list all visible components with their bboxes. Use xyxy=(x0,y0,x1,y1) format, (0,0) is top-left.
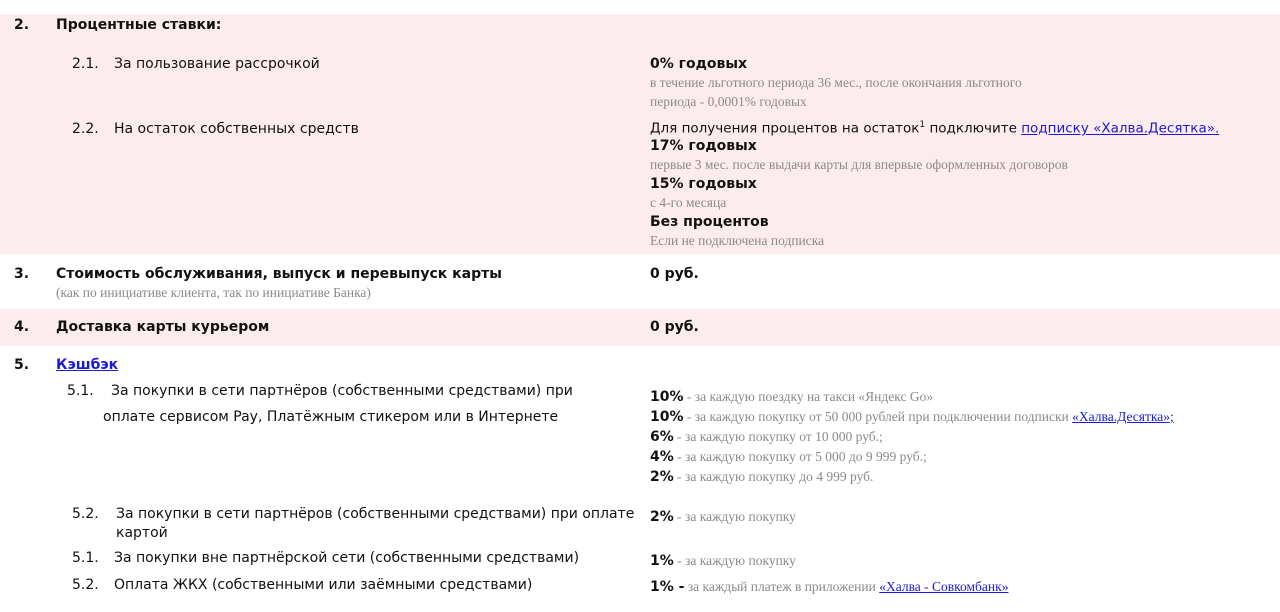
intro-text-2: подключите xyxy=(925,120,1022,137)
item-label: За покупки в сети партнёров (собственным… xyxy=(116,506,635,522)
cashback-row: 6% - за каждую покупку от 10 000 руб.; xyxy=(650,426,883,445)
intro-text: Для получения процентов на остаток xyxy=(650,120,920,137)
item-label: Оплата ЖКХ (собственными или заёмными ср… xyxy=(114,577,533,593)
cashback-row: 2% - за каждую покупку до 4 999 руб. xyxy=(650,466,873,485)
rate-note: с 4-го месяца xyxy=(650,195,727,210)
cashback-percent: 6% xyxy=(650,429,674,445)
cashback-percent: 1% xyxy=(650,553,674,569)
section-number: 4. xyxy=(14,319,30,335)
section-note: (как по инициативе клиента, так по иници… xyxy=(56,285,371,300)
item-number: 2.2. xyxy=(72,121,99,137)
section-2-band xyxy=(0,14,1280,254)
cashback-row: 1% - за каждую покупку xyxy=(650,550,796,569)
item-number: 5.2. xyxy=(72,577,99,593)
rate-note: в течение льготного периода 36 мес., пос… xyxy=(650,75,1022,90)
cashback-percent: 2% xyxy=(650,509,674,525)
rate-note: периода - 0,0001% годовых xyxy=(650,94,807,109)
cashback-text: - за каждую покупку от 50 000 рублей при… xyxy=(683,409,1073,424)
item-label: картой xyxy=(116,525,168,541)
cashback-text: за каждый платеж в приложении xyxy=(684,579,880,594)
section-number: 3. xyxy=(14,266,30,282)
cashback-row: 4% - за каждую покупку от 5 000 до 9 999… xyxy=(650,446,927,465)
item-label: За пользование рассрочкой xyxy=(114,56,320,72)
cashback-percent: 1% - xyxy=(650,579,685,595)
item-number: 5.1. xyxy=(67,383,94,399)
cashback-text: - за каждую покупку от 5 000 до 9 999 ру… xyxy=(673,449,927,464)
cashback-percent: 2% xyxy=(650,469,674,485)
cashback-percent: 4% xyxy=(650,449,674,465)
item-label: оплате сервисом Pay, Платёжным стикером … xyxy=(103,409,559,425)
rate-value: Без процентов xyxy=(650,214,769,230)
cashback-percent: 10% xyxy=(650,409,684,425)
item-label: На остаток собственных средств xyxy=(114,121,359,137)
cashback-row: 10% - за каждую поездку на такси «Яндекс… xyxy=(650,386,933,405)
item-number: 5.1. xyxy=(72,550,99,566)
subscription-intro: Для получения процентов на остаток1 подк… xyxy=(650,120,1219,137)
cashback-text: - за каждую покупку от 10 000 руб.; xyxy=(673,429,883,444)
footnote-mark: 1 xyxy=(919,120,926,130)
item-number: 5.2. xyxy=(72,506,99,522)
cashback-row: 10% - за каждую покупку от 50 000 рублей… xyxy=(650,406,1174,425)
item-number: 2.1. xyxy=(72,56,99,72)
cashback-percent: 10% xyxy=(650,389,684,405)
rate-note: первые 3 мес. после выдачи карты для впе… xyxy=(650,157,1068,172)
section-title: Стоимость обслуживания, выпуск и перевып… xyxy=(56,266,502,282)
rate-value: 17% годовых xyxy=(650,138,757,154)
cashback-text: - за каждую поездку на такси «Яндекс Go» xyxy=(683,389,934,404)
section-title: Доставка карты курьером xyxy=(56,319,270,335)
section-number: 5. xyxy=(14,357,30,373)
rate-value: 15% годовых xyxy=(650,176,757,192)
section-title: Процентные ставки: xyxy=(56,17,222,33)
cashback-row: 1% - за каждый платеж в приложении «Халв… xyxy=(650,576,1008,595)
delivery-cost-value: 0 руб. xyxy=(650,319,699,335)
app-link[interactable]: «Халва - Совкомбанк» xyxy=(879,579,1009,594)
section-number: 2. xyxy=(14,17,30,33)
rate-note: Если не подключена подписка xyxy=(650,233,825,248)
cashback-text: - за каждую покупку до 4 999 руб. xyxy=(673,469,874,484)
item-label: За покупки вне партнёрской сети (собстве… xyxy=(114,550,580,566)
cashback-row: 2% - за каждую покупку xyxy=(650,506,796,525)
service-cost-value: 0 руб. xyxy=(650,266,699,282)
cashback-text: - за каждую покупку xyxy=(673,553,796,568)
item-label: За покупки в сети партнёров (собственным… xyxy=(111,383,573,399)
subscription-link[interactable]: подписку «Халва.Десятка». xyxy=(1021,120,1220,137)
cashback-text: - за каждую покупку xyxy=(673,509,796,524)
subscription-link[interactable]: «Халва.Десятка»; xyxy=(1072,409,1174,424)
rate-value: 0% годовых xyxy=(650,56,748,72)
cashback-link[interactable]: Кэшбэк xyxy=(56,357,119,373)
section-4-band xyxy=(0,309,1280,346)
